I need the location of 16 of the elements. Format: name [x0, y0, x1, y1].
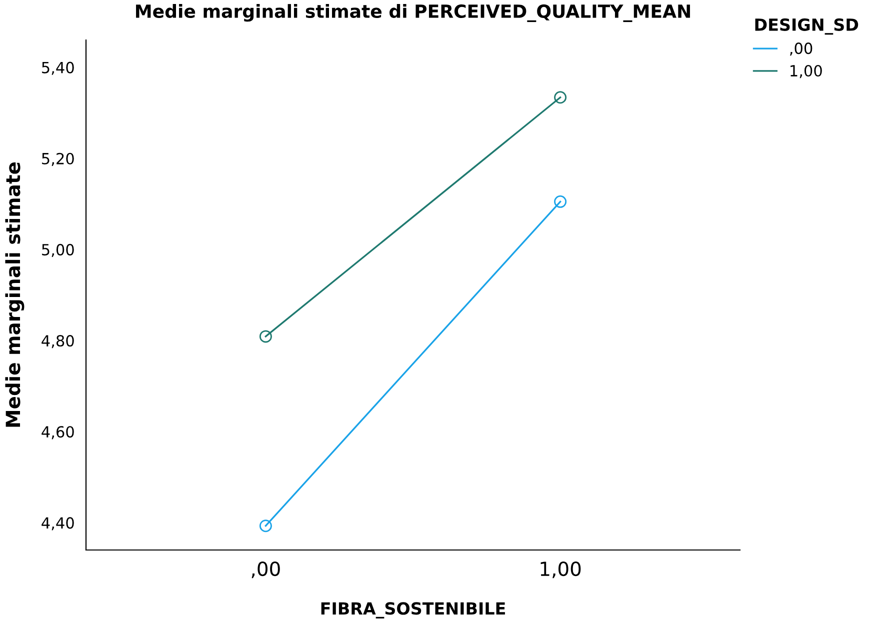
point: [259, 520, 272, 532]
legend-label: ,00: [790, 42, 812, 56]
point: [554, 91, 567, 104]
y-tick-label: 4,40: [42, 517, 74, 530]
y-axis-title: Medie marginali stimate: [5, 162, 24, 427]
y-tick-label: 4,60: [42, 426, 74, 440]
y-tick-label: 4,80: [42, 335, 74, 348]
legend-title: DESIGN_SD: [755, 18, 858, 35]
legend-label: 1,00: [790, 64, 822, 78]
x-axis-title: FIBRA_SOSTENIBILE: [321, 602, 505, 618]
chart-title: Medie marginali stimate di PERCEIVED_QUALITY_MEAN: [136, 4, 690, 22]
y-tick-label: 5,00: [42, 244, 74, 258]
y-tick-label: 5,40: [42, 62, 74, 75]
point: [259, 330, 272, 343]
point: [554, 195, 567, 208]
y-tick-label: 5,20: [42, 152, 74, 166]
